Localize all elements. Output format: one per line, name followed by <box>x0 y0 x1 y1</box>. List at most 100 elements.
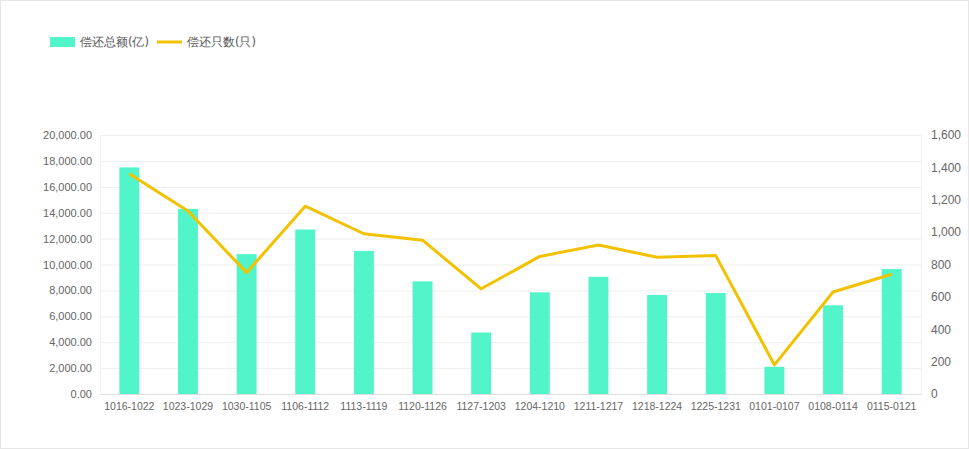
grid-line <box>100 161 921 162</box>
y-tick-label: 14,000.00 <box>43 207 92 219</box>
grid-line <box>100 239 921 240</box>
y2-tick: 1,600 <box>921 128 961 142</box>
y-tick: 2,000.00 <box>49 362 100 374</box>
x-tick: 1106-1112 <box>281 394 329 412</box>
y-tick: 4,000.00 <box>49 336 100 348</box>
x-tick-label: 1023-1029 <box>163 400 213 412</box>
bar <box>588 277 608 394</box>
x-tick: 1225-1231 <box>691 394 741 412</box>
y2-tick-label: 1,400 <box>931 161 961 175</box>
y2-axis: 0 200 400 600 800 1,000 1,200 1,400 1,600 <box>921 128 961 401</box>
x-tick-label: 1030-1105 <box>222 400 272 412</box>
x-tick: 1030-1105 <box>222 394 272 412</box>
x-tick-label: 1218-1224 <box>632 400 682 412</box>
bar <box>471 332 491 394</box>
x-tick-label: 0115-0121 <box>867 400 917 412</box>
y2-tick: 600 <box>921 290 951 304</box>
grid-line <box>100 135 921 136</box>
x-axis-line <box>101 394 922 395</box>
y2-tick-label: 800 <box>931 258 951 272</box>
y-tick: 6,000.00 <box>49 310 100 322</box>
x-tick-label: 0108-0114 <box>808 400 858 412</box>
x-tick: 1127-1203 <box>456 394 506 412</box>
y2-tick-label: 1,600 <box>931 128 961 142</box>
bar <box>354 251 374 394</box>
y2-tick: 1,400 <box>921 161 961 175</box>
bar <box>178 209 198 394</box>
legend-item: 偿还只数(只) <box>157 35 256 49</box>
y-tick-label: 18,000.00 <box>43 155 92 167</box>
line <box>129 174 891 365</box>
x-tick-label: 1127-1203 <box>456 400 506 412</box>
grid-line <box>100 265 921 266</box>
x-tick-label: 1120-1126 <box>398 400 447 412</box>
marks <box>119 167 901 394</box>
y-tick: 8,000.00 <box>49 284 100 296</box>
legend-swatch <box>50 37 75 47</box>
legend-label: 偿还总额(亿) <box>80 35 149 49</box>
x-tick: 0115-0121 <box>867 394 917 412</box>
y-tick: 12,000.00 <box>43 233 100 245</box>
y2-tick-label: 600 <box>931 290 951 304</box>
x-tick-label: 1225-1231 <box>691 400 741 412</box>
grid-line <box>100 213 921 214</box>
x-tick-label: 0101-0107 <box>749 400 799 412</box>
bar <box>237 254 257 394</box>
y-tick: 18,000.00 <box>43 155 100 167</box>
y-tick: 20,000.00 <box>43 129 100 141</box>
y-tick-label: 6,000.00 <box>49 310 92 322</box>
y-axis-line <box>100 136 101 395</box>
bar-series <box>119 167 901 394</box>
y2-tick: 1,000 <box>921 225 961 239</box>
bar <box>764 367 784 394</box>
x-tick-label: 1113-1119 <box>340 400 387 412</box>
y2-tick-label: 0 <box>931 387 938 401</box>
legend-label: 偿还只数(只) <box>187 35 256 49</box>
y-tick-label: 8,000.00 <box>49 284 92 296</box>
legend-item: 偿还总额(亿) <box>50 35 149 49</box>
y2-tick-label: 200 <box>931 355 951 369</box>
y2-tick-label: 1,200 <box>931 193 961 207</box>
y2-tick: 1,200 <box>921 193 961 207</box>
x-tick: 1023-1029 <box>163 394 213 412</box>
x-tick: 0108-0114 <box>808 394 858 412</box>
plot: 0.00 2,000.00 4,000.00 6,000.00 8,000.00 10,0… <box>43 128 961 412</box>
legend-swatch <box>157 41 182 44</box>
grid-line <box>100 290 921 291</box>
grid-line <box>100 342 921 343</box>
y-tick: 0.00 <box>71 388 100 400</box>
y2-tick-label: 400 <box>931 323 951 337</box>
x-tick: 1211-1217 <box>574 394 624 412</box>
x-tick: 1016-1022 <box>104 394 154 412</box>
y-tick-label: 12,000.00 <box>43 233 92 245</box>
x-tick: 0101-0107 <box>749 394 799 412</box>
x-axis: 1016-1022 1023-1029 1030-1105 1106-1112 1113… <box>101 394 922 412</box>
y-tick: 14,000.00 <box>43 207 100 219</box>
grid-line <box>100 368 921 369</box>
y2-tick-label: 1,000 <box>931 225 961 239</box>
grid-line <box>100 394 921 395</box>
y-tick-label: 10,000.00 <box>43 259 92 271</box>
bar <box>823 305 843 394</box>
y-tick-label: 0.00 <box>71 388 92 400</box>
bar <box>882 269 902 394</box>
x-tick-label: 1106-1112 <box>281 400 329 412</box>
bar <box>413 281 433 394</box>
y2-tick: 800 <box>921 258 951 272</box>
bar <box>119 167 139 394</box>
x-tick: 1113-1119 <box>340 394 387 412</box>
bar <box>530 292 550 394</box>
y-tick: 16,000.00 <box>43 181 100 193</box>
bar <box>647 295 667 394</box>
y2-tick: 200 <box>921 355 951 369</box>
grid-line <box>100 187 921 188</box>
y2-tick: 0 <box>921 387 938 401</box>
bar <box>295 230 315 394</box>
x-tick: 1204-1210 <box>515 394 565 412</box>
y-tick: 10,000.00 <box>43 259 100 271</box>
x-tick-label: 1204-1210 <box>515 400 565 412</box>
grid <box>100 136 921 395</box>
chart: 0.00 2,000.00 4,000.00 6,000.00 8,000.00 10,0… <box>0 0 969 449</box>
y-tick-label: 4,000.00 <box>49 336 92 348</box>
legend: 偿还总额(亿) 偿还只数(只) <box>50 35 256 49</box>
